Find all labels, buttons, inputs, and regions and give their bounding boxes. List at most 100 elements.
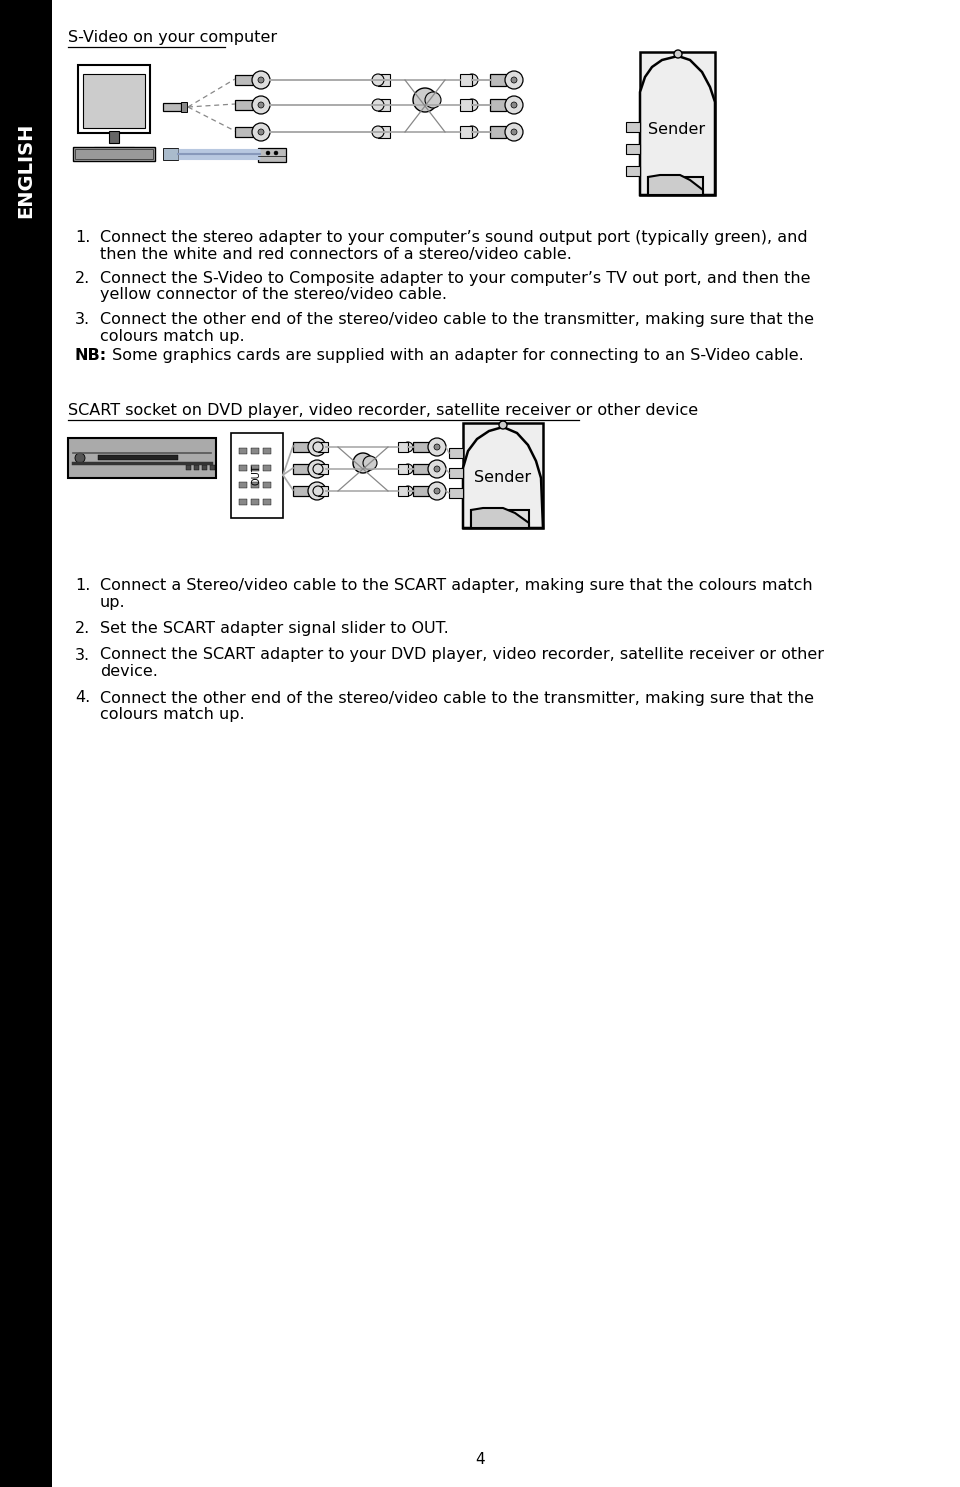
Bar — [251, 448, 259, 454]
Bar — [231, 433, 283, 517]
Bar — [413, 442, 429, 452]
Bar — [490, 100, 506, 112]
Circle shape — [363, 457, 377, 470]
Bar — [202, 465, 207, 470]
Circle shape — [403, 486, 413, 497]
Bar — [186, 465, 191, 470]
Text: 4: 4 — [475, 1453, 485, 1468]
Bar — [413, 486, 429, 497]
Circle shape — [372, 100, 384, 112]
Text: 1.: 1. — [75, 578, 90, 593]
Circle shape — [403, 464, 413, 474]
Text: up.: up. — [100, 595, 126, 610]
Bar — [398, 486, 408, 497]
Bar — [263, 482, 271, 488]
Bar — [490, 74, 506, 86]
Text: Set the SCART adapter signal slider to OUT.: Set the SCART adapter signal slider to O… — [100, 622, 448, 636]
Circle shape — [308, 439, 326, 457]
Circle shape — [372, 126, 384, 138]
Bar — [251, 465, 259, 471]
Bar — [251, 482, 259, 488]
Bar — [68, 439, 216, 477]
Bar — [263, 465, 271, 471]
Bar — [318, 464, 328, 474]
Circle shape — [499, 421, 507, 430]
Circle shape — [308, 459, 326, 477]
Circle shape — [434, 488, 440, 494]
Text: Connect the SCART adapter to your DVD player, video recorder, satellite receiver: Connect the SCART adapter to your DVD pl… — [100, 647, 824, 663]
Circle shape — [314, 488, 320, 494]
Bar — [94, 147, 134, 153]
Circle shape — [252, 97, 270, 114]
Bar — [0, 0, 52, 1487]
Text: 1.: 1. — [75, 230, 90, 245]
Bar — [460, 100, 472, 112]
Text: colours match up.: colours match up. — [100, 706, 245, 723]
Bar — [194, 465, 199, 470]
Bar — [235, 100, 253, 110]
Bar — [239, 500, 247, 506]
Bar — [318, 442, 328, 452]
Bar — [378, 126, 390, 138]
Bar — [210, 465, 215, 470]
Circle shape — [511, 103, 517, 109]
Bar — [109, 131, 119, 143]
Bar — [378, 74, 390, 86]
Bar — [258, 149, 286, 162]
Text: Sender: Sender — [474, 470, 532, 485]
Circle shape — [505, 71, 523, 89]
Text: 3.: 3. — [75, 647, 90, 663]
Bar — [626, 144, 640, 155]
Circle shape — [308, 482, 326, 500]
Bar — [163, 103, 181, 112]
Circle shape — [258, 129, 264, 135]
Text: 4.: 4. — [75, 690, 90, 705]
Bar — [626, 122, 640, 132]
Bar — [449, 448, 463, 458]
Text: colours match up.: colours match up. — [100, 329, 245, 343]
Circle shape — [75, 454, 85, 462]
Circle shape — [403, 442, 413, 452]
Bar — [460, 74, 472, 86]
Text: Connect the S-Video to Composite adapter to your computer’s TV out port, and the: Connect the S-Video to Composite adapter… — [100, 271, 810, 286]
Bar — [239, 482, 247, 488]
Bar — [78, 65, 150, 132]
Circle shape — [466, 100, 478, 112]
Text: Connect the stereo adapter to your computer’s sound output port (typically green: Connect the stereo adapter to your compu… — [100, 230, 807, 245]
Text: Connect the other end of the stereo/video cable to the transmitter, making sure : Connect the other end of the stereo/vide… — [100, 312, 814, 327]
Circle shape — [505, 123, 523, 141]
Bar — [98, 455, 178, 459]
Circle shape — [505, 97, 523, 114]
Circle shape — [674, 51, 682, 58]
Circle shape — [511, 77, 517, 83]
Circle shape — [252, 71, 270, 89]
Bar — [239, 465, 247, 471]
Bar — [181, 103, 187, 112]
Bar — [263, 448, 271, 454]
Text: ENGLISH: ENGLISH — [16, 122, 36, 217]
Circle shape — [413, 88, 437, 112]
Bar — [398, 464, 408, 474]
Text: Sender: Sender — [648, 122, 706, 137]
Circle shape — [313, 486, 323, 497]
Text: SCART socket on DVD player, video recorder, satellite receiver or other device: SCART socket on DVD player, video record… — [68, 403, 698, 418]
Text: then the white and red connectors of a stereo/video cable.: then the white and red connectors of a s… — [100, 247, 572, 262]
Text: NB:: NB: — [75, 348, 108, 363]
Circle shape — [314, 445, 320, 451]
Circle shape — [466, 74, 478, 86]
Bar — [413, 464, 429, 474]
Bar — [490, 126, 506, 138]
Circle shape — [466, 126, 478, 138]
Text: yellow connector of the stereo/video cable.: yellow connector of the stereo/video cab… — [100, 287, 447, 302]
Text: device.: device. — [100, 665, 157, 680]
Circle shape — [428, 459, 446, 477]
Bar — [626, 167, 640, 175]
Bar — [460, 126, 472, 138]
Text: Some graphics cards are supplied with an adapter for connecting to an S-Video ca: Some graphics cards are supplied with an… — [107, 348, 804, 363]
Circle shape — [274, 152, 278, 155]
Bar — [239, 448, 247, 454]
Polygon shape — [648, 175, 703, 195]
Bar — [293, 464, 309, 474]
Circle shape — [434, 445, 440, 451]
Circle shape — [258, 77, 264, 83]
